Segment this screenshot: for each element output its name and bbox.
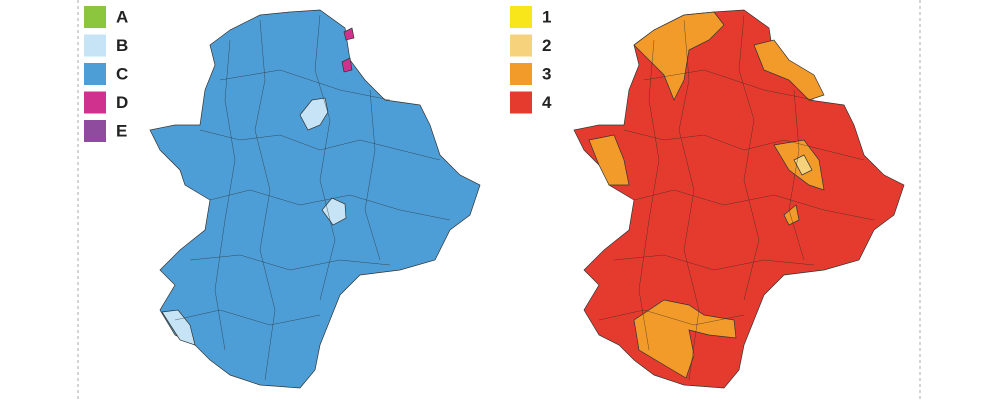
legend-swatch xyxy=(510,63,532,85)
legend-swatch xyxy=(84,63,106,85)
legend-swatch xyxy=(510,34,532,57)
legend-swatch xyxy=(84,34,106,57)
region xyxy=(783,204,800,226)
legend-swatch xyxy=(84,6,106,28)
region xyxy=(793,154,813,176)
legend-label: 3 xyxy=(542,64,551,83)
region xyxy=(161,309,196,346)
region xyxy=(343,27,355,41)
legend-label: 1 xyxy=(542,7,551,26)
map-right xyxy=(573,9,905,389)
region xyxy=(573,9,905,389)
legend-swatch xyxy=(510,6,532,28)
legend: 1 2 3 4 xyxy=(510,6,552,114)
region xyxy=(753,39,825,101)
legend-swatch xyxy=(84,120,106,142)
legend-swatch xyxy=(84,91,106,114)
legend-label: A xyxy=(116,7,128,26)
region xyxy=(588,134,630,186)
legend-swatch xyxy=(510,91,532,114)
legend-label: 2 xyxy=(542,36,551,55)
region xyxy=(633,299,737,379)
map-left xyxy=(149,9,481,389)
region xyxy=(149,9,481,389)
region xyxy=(341,57,353,73)
region xyxy=(633,11,725,101)
legend-label: D xyxy=(116,93,128,112)
region xyxy=(299,97,329,131)
region xyxy=(321,197,347,226)
legend-label: C xyxy=(116,64,128,83)
legend-label: E xyxy=(116,121,127,140)
legend-label: B xyxy=(116,36,128,55)
legend-label: 4 xyxy=(542,93,552,112)
